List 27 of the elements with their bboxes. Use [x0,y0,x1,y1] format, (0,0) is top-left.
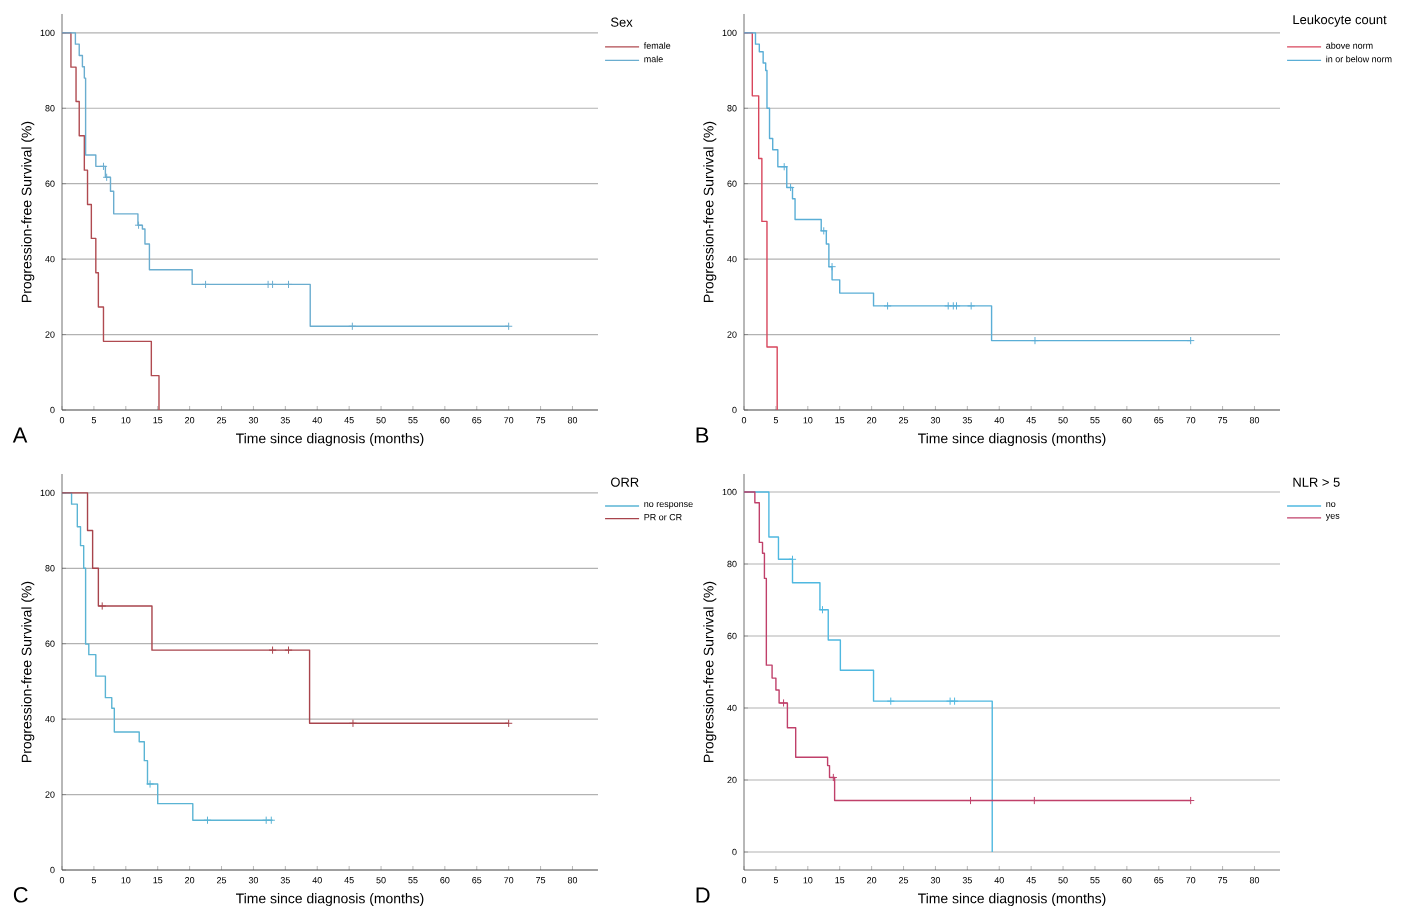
point [348,322,357,331]
point [967,301,976,310]
point [98,601,107,611]
point [780,162,789,171]
point [284,646,293,655]
point [201,280,210,289]
point [779,698,788,708]
text: C [13,887,28,903]
point [950,697,959,706]
text: A [12,427,28,443]
point [268,280,277,289]
point [99,162,108,171]
point [946,697,955,706]
point [134,221,143,230]
point [1030,336,1040,345]
text: B [696,427,709,443]
point [819,226,828,235]
point [264,280,273,289]
point [883,301,892,310]
point [348,719,358,728]
point [102,173,111,182]
point [827,262,837,271]
point [886,697,895,706]
point [268,646,277,655]
point [145,779,155,789]
point [944,301,953,310]
text: D [696,887,710,903]
